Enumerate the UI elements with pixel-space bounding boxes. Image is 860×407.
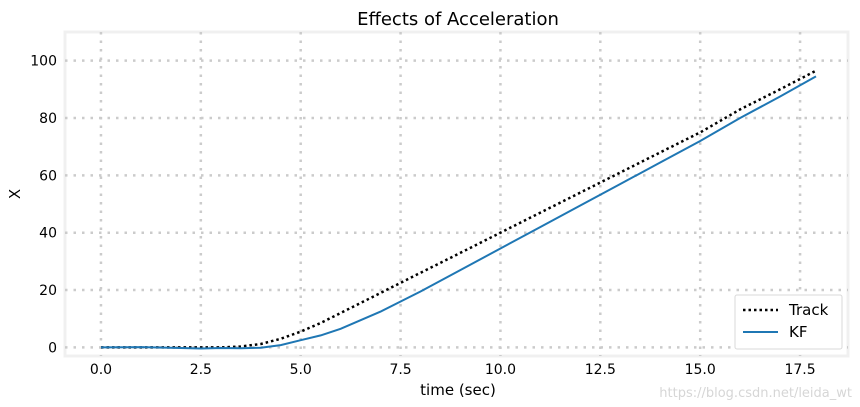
plot-frame <box>63 30 850 358</box>
series-kf-line <box>100 75 817 350</box>
x-tick-label: 15.0 <box>685 362 716 378</box>
y-tick-label: 100 <box>30 54 57 70</box>
watermark: https://blog.csdn.net/leida_wt <box>659 386 852 401</box>
legend: Track KF <box>734 294 843 350</box>
legend-box <box>734 294 843 350</box>
y-axis-label: X <box>6 189 24 199</box>
legend-track-label: Track <box>788 301 829 319</box>
series-layer <box>100 69 817 350</box>
grid <box>65 32 848 356</box>
series-track-line <box>101 69 817 349</box>
x-tick-label: 5.0 <box>290 362 312 378</box>
y-tick-label: 0 <box>48 340 57 356</box>
y-tick-label: 40 <box>39 226 57 242</box>
legend-kf-label: KF <box>789 323 807 341</box>
x-tick-label: 7.5 <box>389 362 411 378</box>
x-tick-label: 12.5 <box>585 362 616 378</box>
x-tick-label: 0.0 <box>90 362 112 378</box>
axes-layer: 0.0 2.5 5.0 7.5 10.0 12.5 15.0 17.5 0 20 40 60 80 100 <box>30 54 815 378</box>
y-tick-label: 60 <box>39 168 57 184</box>
x-tick-label: 10.0 <box>485 362 516 378</box>
y-tick-label: 20 <box>39 283 57 299</box>
x-tick-label: 17.5 <box>784 362 815 378</box>
y-tick-label: 80 <box>39 111 57 127</box>
x-axis-label: time (sec) <box>420 381 496 399</box>
x-tick-label: 2.5 <box>190 362 212 378</box>
chart-title: Effects of Acceleration <box>357 9 559 30</box>
